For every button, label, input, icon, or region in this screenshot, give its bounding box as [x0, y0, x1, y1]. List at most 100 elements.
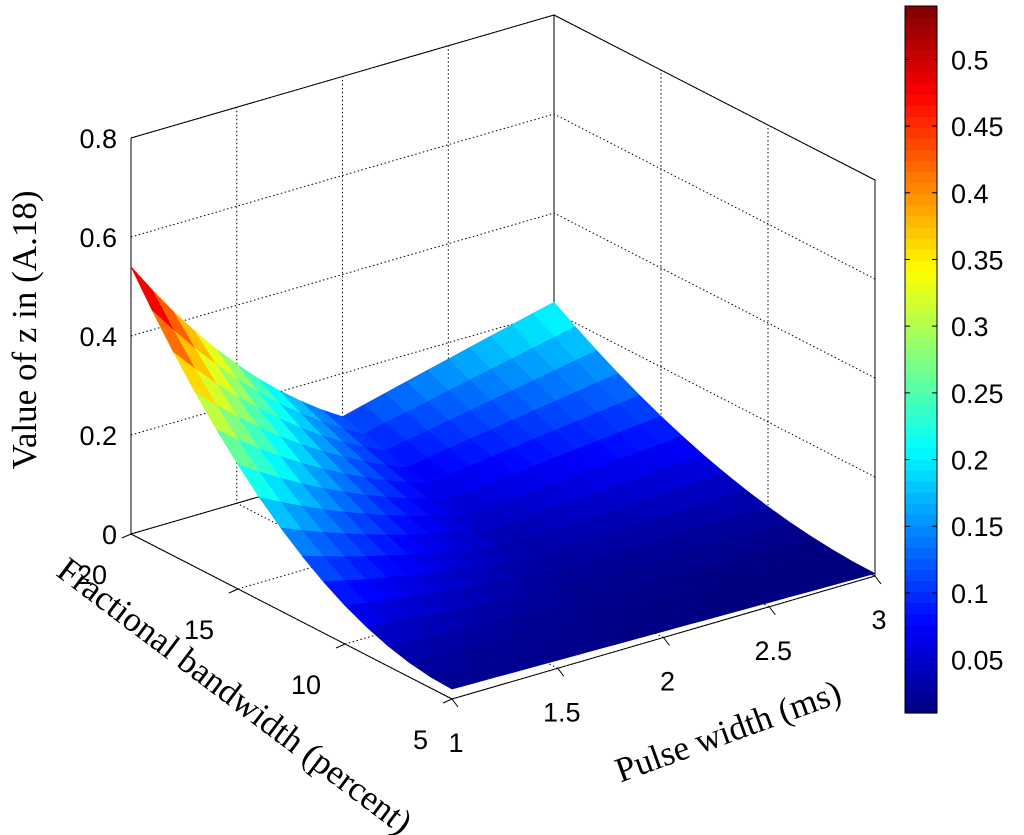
- colorbar-band: [905, 260, 937, 272]
- colorbar-band: [905, 237, 937, 250]
- colorbar-band: [905, 61, 937, 73]
- colorbar-band: [905, 414, 937, 427]
- colorbar-band: [905, 315, 937, 327]
- colorbar-band: [905, 425, 937, 438]
- colorbar-band: [905, 182, 937, 195]
- colorbar-band: [905, 525, 937, 537]
- colorbar-band: [905, 282, 937, 294]
- colorbar-tick-label: 0.25: [951, 379, 1004, 409]
- colorbar-band: [905, 558, 937, 570]
- surface-patch: [130, 266, 174, 331]
- x-tick-mark: [768, 606, 776, 616]
- colorbar-band: [905, 624, 937, 637]
- y-tick-mark: [335, 643, 346, 649]
- surface: [130, 266, 876, 690]
- x-tick-mark: [874, 575, 882, 585]
- colorbar-band: [905, 127, 937, 140]
- colorbar-band: [905, 6, 937, 18]
- colorbar-band: [905, 536, 937, 548]
- colorbar-band: [905, 646, 937, 659]
- colorbar-tick-label: 0.1: [951, 579, 989, 609]
- z-tick-label: 0: [102, 520, 117, 550]
- colorbar-band: [905, 370, 937, 383]
- colorbar-band: [905, 514, 937, 526]
- y-tick-label: 5: [413, 725, 428, 755]
- y-tick-label: 10: [291, 670, 321, 700]
- colorbar-band: [905, 72, 937, 84]
- colorbar-band: [905, 160, 937, 173]
- x-tick-label: 1.5: [543, 697, 581, 727]
- z-tick-label: 0.4: [79, 322, 117, 352]
- colorbar-band: [905, 481, 937, 493]
- colorbar-band: [905, 193, 937, 206]
- y-tick-mark: [121, 533, 132, 539]
- x-tick-label: 3: [871, 605, 886, 635]
- colorbar-band: [905, 613, 937, 626]
- colorbar-band: [905, 359, 937, 372]
- colorbar-band: [905, 591, 937, 604]
- z-tick-label: 0.6: [79, 223, 117, 253]
- colorbar-tick-label: 0.15: [951, 512, 1004, 542]
- x-tick-mark: [663, 637, 670, 646]
- colorbar-tick-label: 0.2: [951, 446, 989, 476]
- x-axis-label: Pulse width (ms): [610, 672, 846, 790]
- surface-patch: [430, 670, 474, 690]
- colorbar-frame: [904, 5, 938, 714]
- z-tick-label: 0.8: [79, 124, 117, 154]
- colorbar-band: [905, 690, 937, 703]
- colorbar-band: [905, 492, 937, 504]
- colorbar-band: [905, 635, 937, 648]
- colorbar-tick-label: 0.05: [951, 646, 1004, 676]
- colorbar-band: [905, 602, 937, 615]
- x-tick-mark: [451, 698, 459, 708]
- colorbar-band: [905, 392, 937, 405]
- colorbar-tick-label: 0.45: [951, 112, 1004, 142]
- x-tick-label: 2.5: [754, 636, 792, 666]
- colorbar-band: [905, 28, 937, 40]
- colorbar-tick-label: 0.3: [951, 312, 989, 342]
- colorbar-band: [905, 503, 937, 515]
- colorbar-band: [905, 657, 937, 670]
- grid-line-z: [130, 14, 876, 181]
- colorbar-band: [905, 337, 937, 350]
- colorbar-band: [905, 249, 937, 261]
- colorbar-band: [905, 326, 937, 339]
- colorbar-band: [905, 226, 937, 239]
- tick-labels: 0 0.2 0.4 0.6 0.8 1 1.5 2 2.5 3 5 10 15 20: [77, 124, 887, 758]
- colorbar-band: [905, 547, 937, 559]
- colorbar-band: [905, 271, 937, 283]
- colorbar-band: [905, 447, 937, 460]
- colorbar-band: [905, 39, 937, 51]
- z-axis-label: Value of z in (A.18): [5, 191, 44, 470]
- colorbar-band: [905, 83, 937, 95]
- colorbar-band: [905, 17, 937, 29]
- colorbar-band: [905, 215, 937, 228]
- colorbar-band: [905, 580, 937, 593]
- colorbar-band: [905, 403, 937, 416]
- colorbar-band: [905, 50, 937, 62]
- colorbar-band: [905, 204, 937, 217]
- colorbar-band: [905, 469, 937, 482]
- colorbar-band: [905, 569, 937, 582]
- x-tick-mark: [557, 667, 565, 677]
- y-tick-label: 15: [184, 615, 214, 645]
- y-tick-mark: [228, 588, 239, 594]
- grid-line-z: [130, 212, 876, 379]
- y-tick-mark: [442, 698, 453, 704]
- colorbar: 0.05 0.1 0.15 0.2 0.25 0.3 0.35 0.4 0.45 0.5: [904, 5, 1004, 714]
- colorbar-band: [905, 138, 937, 151]
- colorbar-band: [905, 94, 937, 107]
- colorbar-band: [905, 116, 937, 129]
- colorbar-band: [905, 348, 937, 361]
- z-tick-label: 0.2: [79, 421, 117, 451]
- x-tick-label: 2: [660, 667, 675, 697]
- colorbar-band: [905, 668, 937, 681]
- colorbar-tick-label: 0.5: [951, 45, 989, 75]
- colorbar-band: [905, 679, 937, 692]
- grid-line-z: [130, 113, 876, 280]
- y-tick-label: 20: [77, 560, 107, 590]
- colorbar-band: [905, 171, 937, 184]
- x-tick-label: 1: [448, 728, 463, 758]
- colorbar-band: [905, 381, 937, 394]
